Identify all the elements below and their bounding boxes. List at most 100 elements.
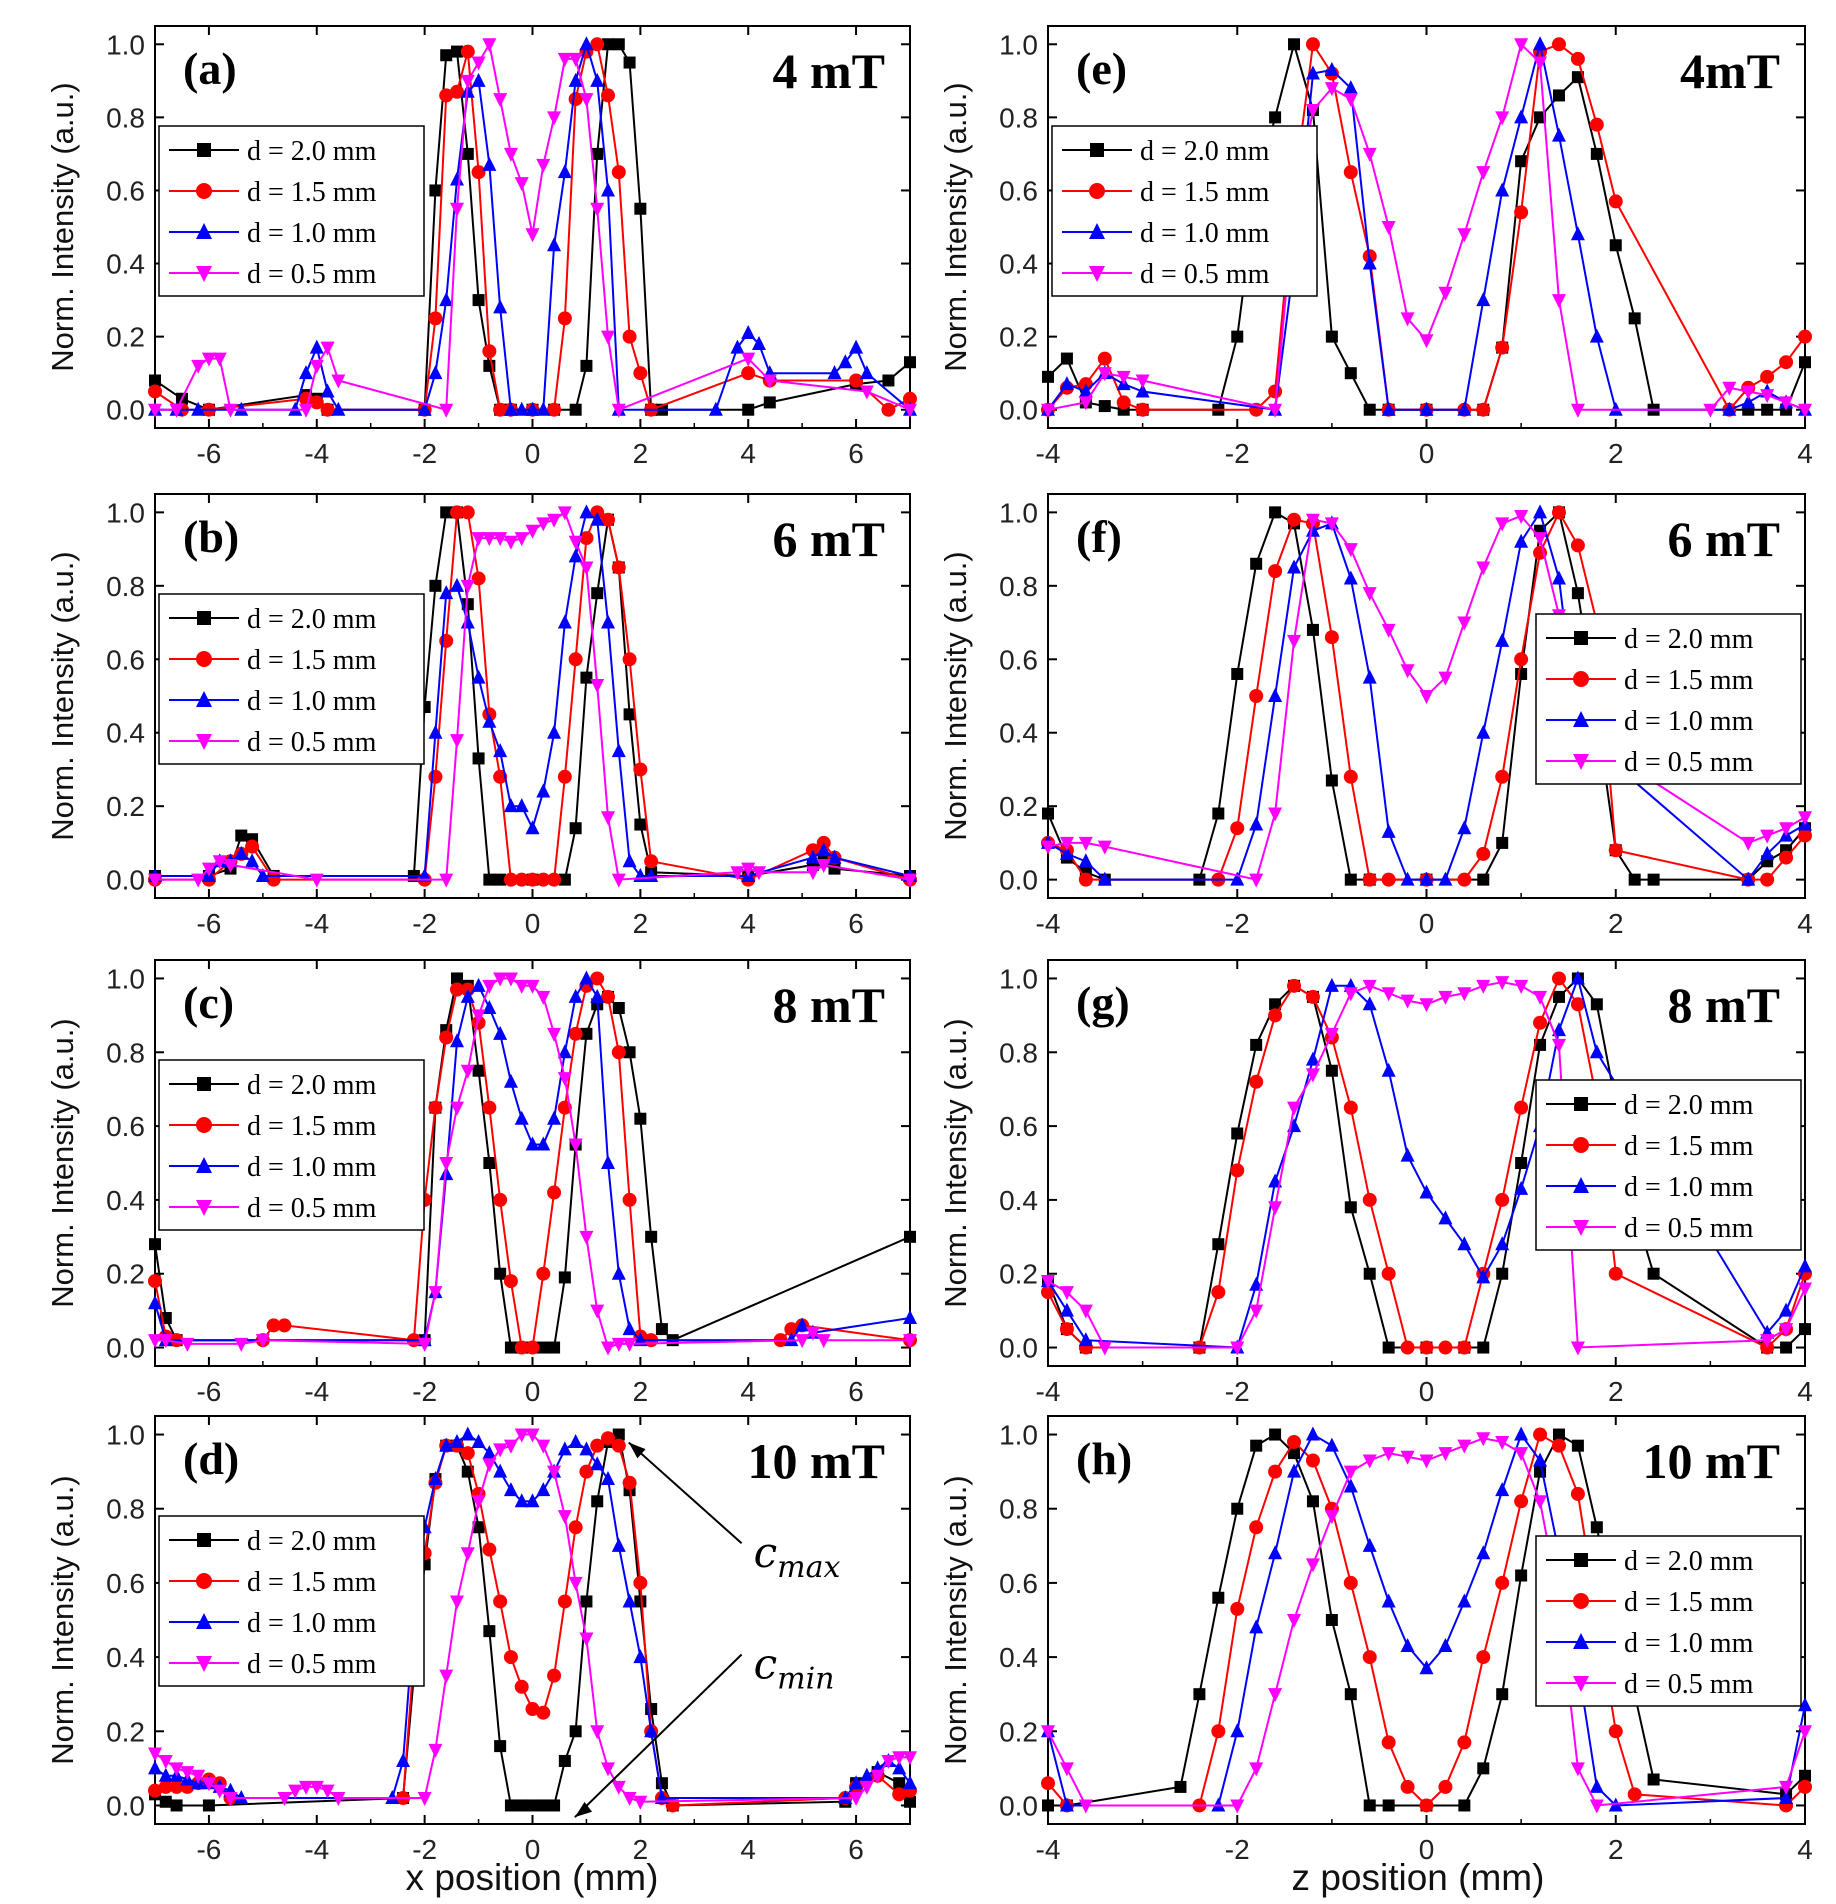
square-marker — [1552, 990, 1565, 1003]
square-marker — [1458, 1799, 1471, 1812]
legend-entry: d = 0.5 mm — [247, 1193, 377, 1224]
field-label: 4mT — [1680, 43, 1780, 99]
triangle-down-marker — [148, 1747, 162, 1762]
triangle-up-marker — [1495, 182, 1510, 197]
circle-marker — [525, 1340, 540, 1355]
triangle-down-marker — [1779, 1323, 1794, 1338]
series-line — [1047, 981, 1806, 1349]
triangle-up-marker — [557, 1044, 572, 1059]
square-marker — [1382, 1799, 1395, 1812]
circle-marker — [148, 384, 162, 399]
circle-marker — [471, 165, 486, 180]
circle-marker — [169, 1779, 184, 1794]
triangle-down-marker — [1419, 334, 1434, 349]
triangle-up-marker — [1438, 1210, 1453, 1225]
circle-marker — [601, 989, 615, 1004]
annotation-arrow-head — [574, 1801, 593, 1818]
circle-marker — [1343, 1575, 1358, 1590]
circle-marker — [1570, 1486, 1585, 1501]
triangle-down-marker — [611, 1337, 626, 1352]
triangle-up-marker — [1287, 559, 1302, 574]
triangle-up-marker — [450, 171, 464, 186]
y-tick-label: 0.4 — [106, 249, 145, 280]
circle-marker — [1211, 1724, 1226, 1739]
triangle-up-marker — [1381, 1593, 1396, 1608]
triangle-down-marker — [1249, 1762, 1264, 1777]
triangle-down-marker — [320, 1784, 335, 1799]
square-marker — [202, 1799, 215, 1812]
triangle-down-marker — [525, 979, 540, 994]
y-axis-title: Norm. Intensity (a.u.) — [938, 1018, 973, 1307]
square-marker — [904, 356, 916, 369]
square-marker — [1363, 1799, 1376, 1812]
triangle-down-marker — [450, 202, 464, 217]
triangle-up-marker — [1533, 1452, 1548, 1467]
triangle-down-marker — [299, 1780, 313, 1795]
circle-marker — [849, 373, 864, 388]
triangle-up-marker — [1097, 871, 1112, 886]
panel-h: -4 -2 0 2 4 0.0 0.2 0.4 0.6 0.8 1.0 Norm. Intensity… — [938, 1415, 1813, 1865]
triangle-down-marker — [450, 1595, 464, 1610]
circle-marker — [1305, 1453, 1320, 1468]
circle-marker — [1268, 1008, 1283, 1023]
triangle-down-marker — [482, 1458, 497, 1473]
square-marker — [1515, 1569, 1528, 1582]
triangle-up-marker — [1438, 871, 1453, 886]
square-marker — [1590, 998, 1603, 1011]
x-axis-title-left: x position (mm) — [406, 1857, 659, 1898]
triangle-down-marker — [1703, 403, 1718, 418]
triangle-down-marker — [547, 1027, 562, 1042]
triangle-up-marker — [514, 401, 529, 416]
circle-marker — [568, 1520, 583, 1535]
triangle-up-marker — [1381, 823, 1396, 838]
circle-marker — [1249, 689, 1264, 703]
square-marker — [1496, 1688, 1509, 1701]
triangle-down-marker — [859, 1780, 874, 1795]
triangle-down-marker — [741, 862, 756, 877]
legend-circle-marker — [196, 1117, 212, 1133]
triangle-down-marker — [169, 1762, 184, 1777]
triangle-down-marker — [1419, 690, 1434, 704]
circle-marker — [547, 872, 562, 887]
circle-marker — [903, 391, 917, 406]
triangle-up-marker — [396, 1752, 411, 1767]
x-tick-label: -4 — [1036, 438, 1061, 469]
triangle-up-marker — [557, 164, 572, 179]
x-tick-label: 0 — [1419, 438, 1435, 469]
x-tick-label: 0 — [1419, 1834, 1435, 1865]
triangle-down-marker — [1570, 1341, 1585, 1356]
circle-marker — [493, 402, 508, 417]
triangle-up-marker — [1249, 816, 1264, 831]
circle-marker — [277, 1318, 292, 1333]
y-tick-label: 1.0 — [106, 1420, 145, 1451]
square-marker — [1325, 1064, 1338, 1077]
circle-marker — [1362, 1192, 1377, 1207]
triangle-up-marker — [471, 977, 486, 992]
legend-entry: d = 1.0 mm — [247, 1608, 377, 1639]
x-tick-label: -2 — [1225, 1834, 1250, 1865]
triangle-down-marker — [1343, 543, 1358, 558]
triangle-up-marker — [849, 1775, 864, 1790]
triangle-up-marker — [1324, 977, 1339, 992]
triangle-down-marker — [1722, 381, 1737, 396]
triangle-up-marker — [838, 354, 853, 369]
triangle-down-marker — [212, 352, 227, 367]
triangle-up-marker — [417, 401, 432, 416]
legend-entry: d = 1.5 mm — [1624, 1587, 1754, 1618]
circle-marker — [1362, 872, 1377, 887]
circle-marker — [1495, 340, 1510, 355]
circle-marker — [1230, 821, 1245, 836]
square-marker — [451, 45, 463, 58]
square-marker — [504, 1799, 517, 1812]
triangle-up-marker — [245, 853, 260, 868]
panel-label: (b) — [183, 511, 239, 562]
y-tick-label: 0.2 — [999, 1259, 1038, 1290]
circle-marker — [1495, 1575, 1510, 1590]
circle-marker — [784, 1322, 799, 1337]
y-tick-label: 0.4 — [999, 1642, 1038, 1673]
x-tick-label: -2 — [412, 908, 437, 939]
triangle-down-marker — [1495, 1435, 1510, 1450]
circle-marker — [503, 1650, 518, 1665]
y-tick-label: 0.6 — [999, 1111, 1038, 1142]
x-tick-label: 2 — [633, 438, 649, 469]
